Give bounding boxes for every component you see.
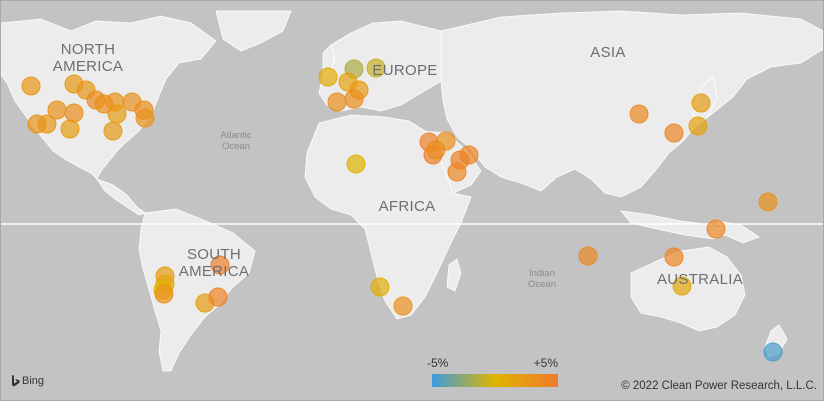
site-markers[interactable] — [21, 58, 783, 362]
bing-attribution[interactable]: Bing — [11, 375, 44, 387]
site-marker-indian-ocean[interactable] — [578, 246, 598, 266]
label-australia: AUSTRALIA — [656, 271, 744, 288]
site-marker-south-america[interactable] — [210, 255, 230, 275]
label-north-america: NORTH AMERICA — [48, 41, 128, 75]
legend-gradient-bar — [432, 374, 558, 387]
land-greenland — [215, 10, 292, 52]
site-marker-new-zealand[interactable] — [763, 342, 783, 362]
site-marker-north-america[interactable] — [60, 119, 80, 139]
label-europe: EUROPE — [372, 62, 438, 79]
site-marker-europe[interactable] — [327, 92, 347, 112]
label-asia: ASIA — [590, 44, 626, 61]
label-africa: AFRICA — [378, 198, 436, 215]
label-atlantic-ocean: Atlantic Ocean — [208, 130, 264, 152]
land-africa — [304, 114, 472, 320]
bing-label: Bing — [22, 375, 45, 387]
label-south-america-line2: AMERICA — [178, 263, 250, 280]
site-marker-australia[interactable] — [664, 247, 684, 267]
site-marker-asia[interactable] — [664, 123, 684, 143]
label-atlantic-line1: Atlantic — [220, 130, 252, 141]
label-south-america-line1: SOUTH — [187, 246, 241, 263]
site-marker-north-america[interactable] — [64, 103, 84, 123]
color-scale-legend: -5% +5% — [427, 356, 560, 390]
site-marker-oceania[interactable] — [758, 192, 778, 212]
site-marker-africa[interactable] — [346, 154, 366, 174]
label-north-america-line1: NORTH — [60, 41, 116, 58]
label-north-america-line2: AMERICA — [52, 58, 124, 75]
site-marker-middle-east[interactable] — [426, 140, 446, 160]
site-marker-africa[interactable] — [393, 296, 413, 316]
site-marker-asia[interactable] — [691, 93, 711, 113]
site-marker-north-america[interactable] — [122, 92, 142, 112]
site-marker-australia[interactable] — [672, 276, 692, 296]
label-atlantic-line2: Ocean — [222, 141, 250, 152]
site-marker-north-america[interactable] — [94, 94, 114, 114]
site-marker-north-america[interactable] — [107, 104, 127, 124]
land-central-america — [95, 178, 146, 216]
site-marker-middle-east[interactable] — [447, 162, 467, 182]
site-marker-north-america[interactable] — [135, 108, 155, 128]
label-indian-line2: Ocean — [528, 279, 556, 290]
site-marker-north-america[interactable] — [103, 121, 123, 141]
site-marker-south-america[interactable] — [208, 287, 228, 307]
site-marker-europe[interactable] — [366, 58, 386, 78]
site-marker-africa[interactable] — [370, 277, 390, 297]
bing-logo-icon — [12, 375, 20, 387]
world-map[interactable] — [1, 1, 823, 400]
label-indian-ocean: Indian Ocean — [516, 268, 568, 290]
land-south-america — [138, 208, 256, 372]
site-marker-north-america[interactable] — [47, 100, 67, 120]
site-marker-europe[interactable] — [344, 89, 364, 109]
copyright-text: © 2022 Clean Power Research, L.L.C. — [621, 380, 817, 392]
label-indian-line1: Indian — [529, 268, 555, 279]
site-marker-europe[interactable] — [318, 67, 338, 87]
site-marker-north-america[interactable] — [21, 76, 41, 96]
label-south-america: SOUTH AMERICA — [172, 246, 256, 280]
legend-min-label: -5% — [427, 356, 449, 370]
land-madagascar — [446, 258, 462, 292]
legend-max-label: +5% — [533, 356, 558, 370]
site-marker-asia[interactable] — [688, 116, 708, 136]
site-marker-oceania[interactable] — [706, 219, 726, 239]
site-marker-asia[interactable] — [629, 104, 649, 124]
site-marker-north-america[interactable] — [27, 114, 47, 134]
site-marker-south-america[interactable] — [154, 284, 174, 304]
